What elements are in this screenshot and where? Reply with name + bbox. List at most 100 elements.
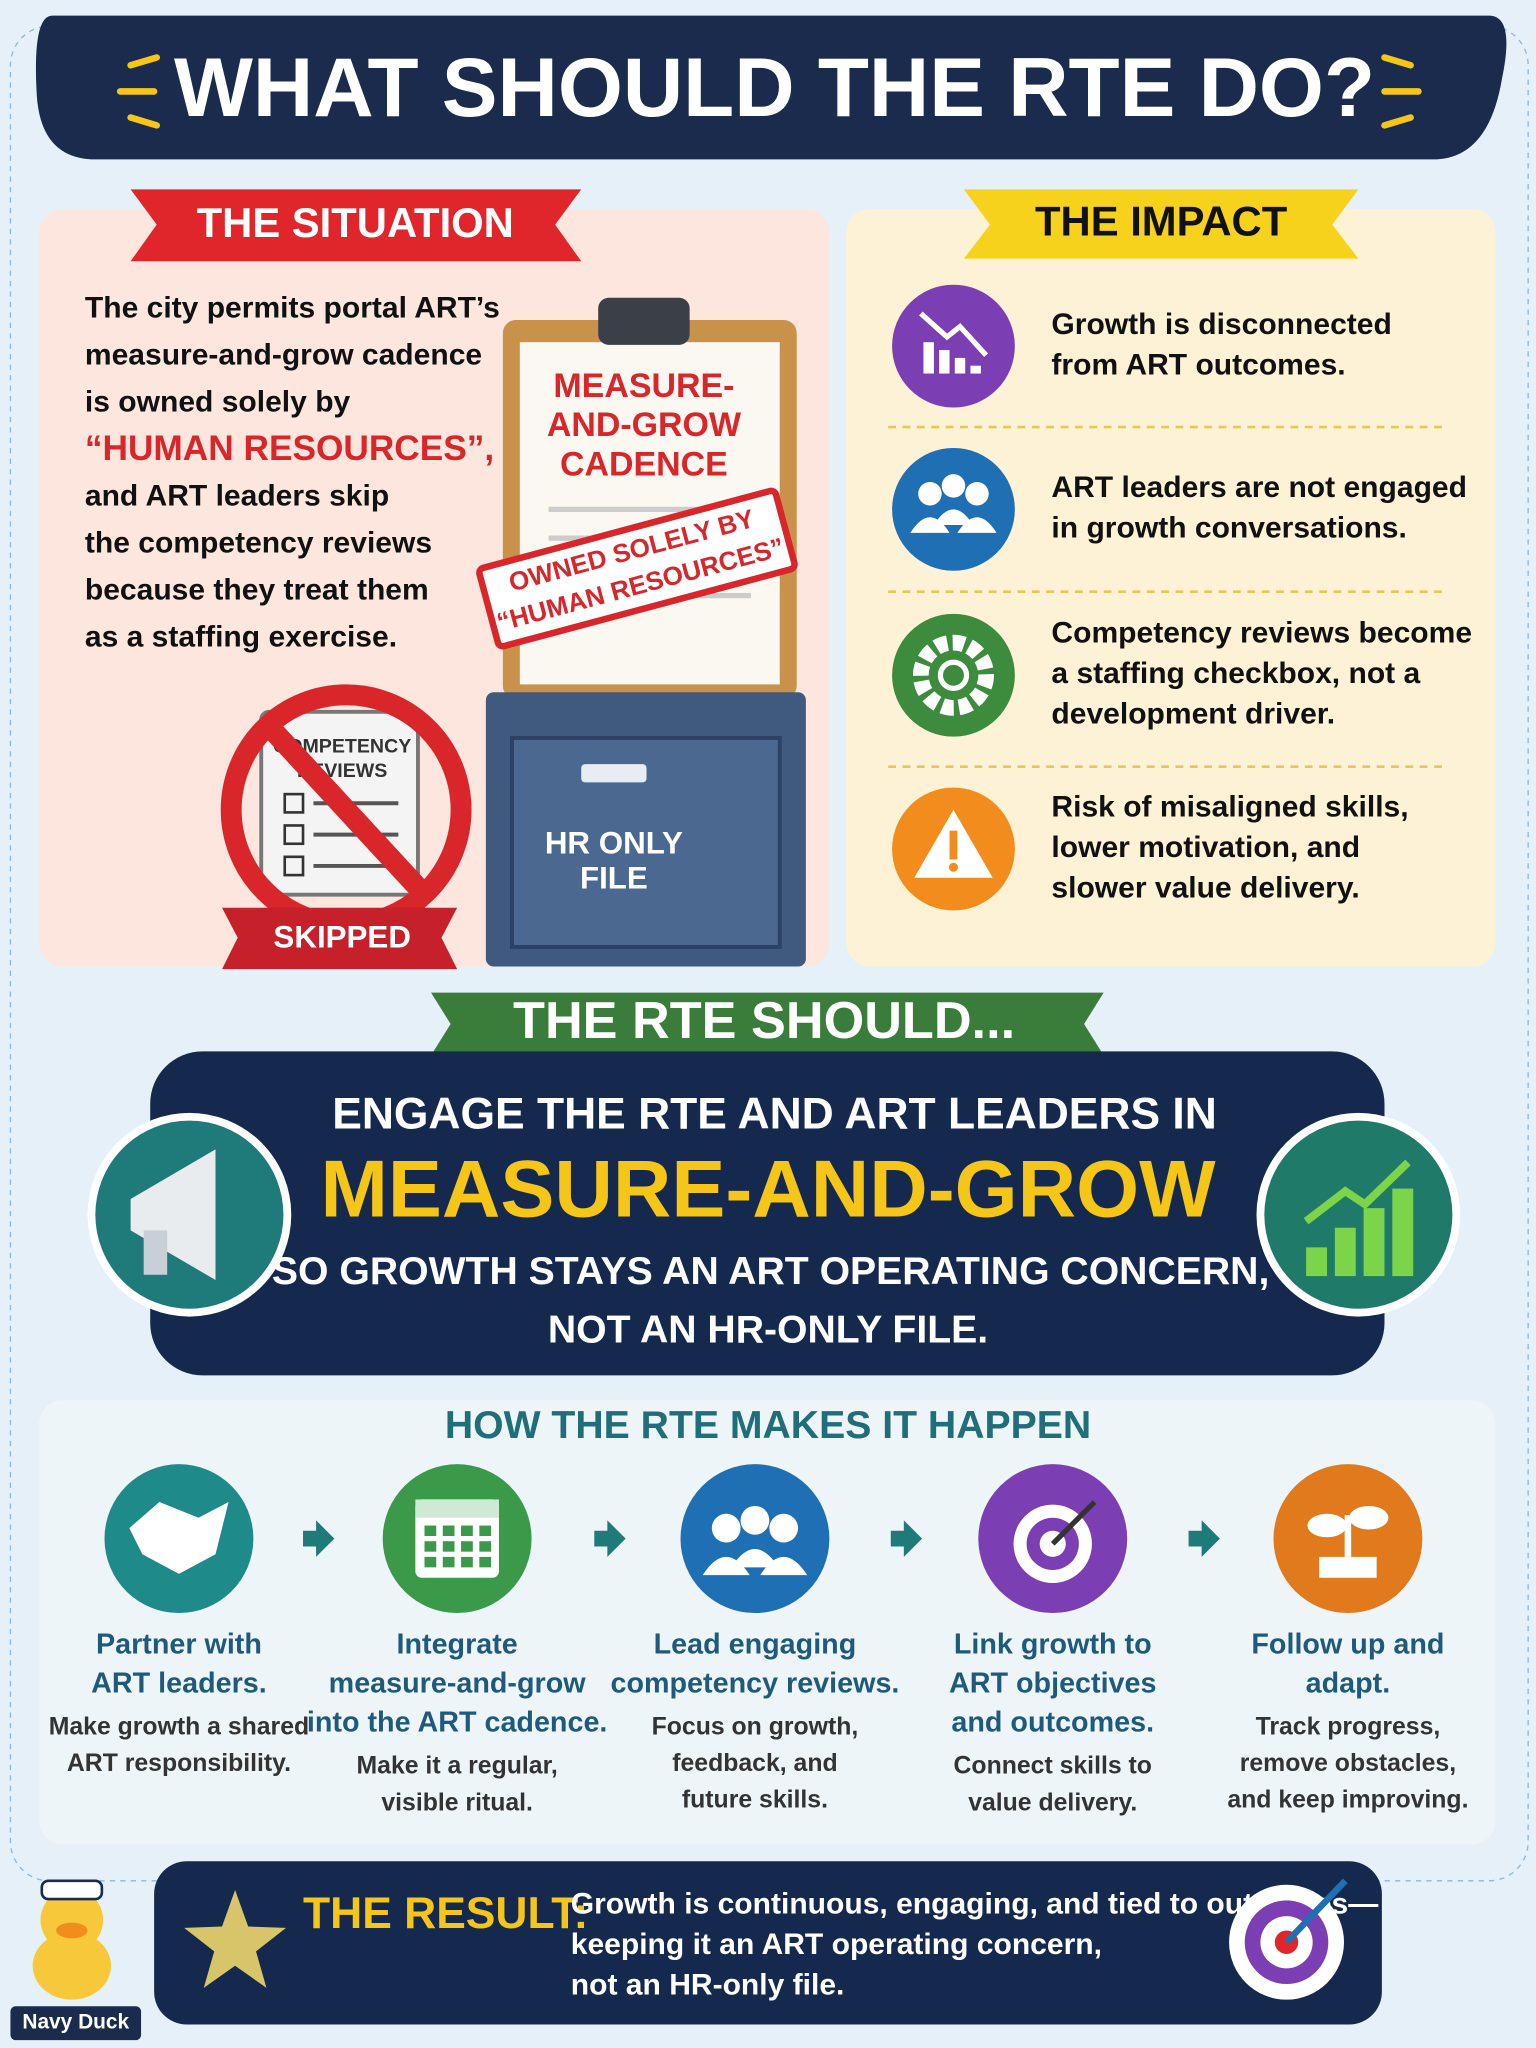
duck-head	[40, 1888, 104, 1952]
skipped-clipboard-text: COMPETENCY	[273, 735, 411, 757]
icon-cell	[461, 1556, 473, 1568]
step-desc: value delivery.	[968, 1789, 1137, 1816]
clipboard-clip	[598, 297, 690, 345]
impact-text: Growth is disconnected	[1051, 308, 1391, 341]
icon-gear	[912, 634, 994, 716]
checkbox	[283, 792, 305, 814]
step-title: ART leaders.	[91, 1667, 267, 1699]
rte-highlight: MEASURE-AND-GROW	[320, 1144, 1216, 1234]
step-title: Link growth to	[954, 1628, 1152, 1660]
step-desc: visible ritual.	[381, 1789, 533, 1816]
chart-bar	[1392, 1188, 1414, 1277]
icon-gear-hole	[937, 659, 970, 691]
impact-text: a staffing checkbox, not a	[1051, 657, 1420, 690]
step-title: adapt.	[1306, 1667, 1391, 1699]
impact-text: Risk of misaligned skills,	[1051, 790, 1408, 823]
icon-dart	[1050, 1500, 1097, 1546]
skipped-label: SKIPPED	[273, 919, 411, 954]
result-text: keeping it an ART operating concern,	[571, 1928, 1102, 1961]
impact-text: Competency reviews become	[1051, 617, 1472, 650]
situation-line: is owned solely by	[85, 386, 351, 419]
step-title: Follow up and	[1251, 1628, 1444, 1660]
title-banner	[35, 15, 1507, 160]
rte-line: SO GROWTH STAYS AN ART OPERATING CONCERN…	[272, 1250, 1269, 1293]
chart-bar	[1306, 1247, 1328, 1277]
step-title: into the ART cadence.	[307, 1707, 608, 1739]
how-heading: HOW THE RTE MAKES IT HAPPEN	[445, 1404, 1091, 1447]
step-icon	[680, 1464, 830, 1614]
chart-arrow	[1303, 1159, 1411, 1225]
clipboard-text: MEASURE-	[553, 367, 734, 405]
situation-line: measure-and-grow cadence	[85, 339, 482, 372]
icon-cell	[461, 1525, 473, 1536]
icon-body	[933, 509, 974, 526]
impact-text: in growth conversations.	[1051, 512, 1406, 545]
cabinet-text: HR ONLY	[545, 825, 683, 860]
impact-text: from ART outcomes.	[1051, 348, 1345, 381]
step-arrow	[594, 1520, 626, 1557]
icon-head	[740, 1505, 770, 1535]
icon-head	[918, 481, 942, 506]
icon-cell	[479, 1556, 492, 1568]
rte-line: ENGAGE THE RTE AND ART LEADERS IN	[332, 1089, 1217, 1138]
icon-cell	[479, 1541, 492, 1552]
rte-banner	[431, 992, 1104, 1056]
chart-bar	[1334, 1227, 1356, 1277]
step-title: Integrate	[396, 1628, 517, 1660]
situation-line: “HUMAN RESOURCES”,	[85, 429, 494, 468]
step-title: competency reviews.	[610, 1667, 899, 1699]
step-desc: ART responsibility.	[67, 1750, 291, 1777]
step-desc: feedback, and	[672, 1750, 837, 1777]
mascot-label: Navy Duck	[22, 2011, 129, 2034]
icon-trend	[919, 311, 989, 358]
impact-text: slower value delivery.	[1051, 871, 1359, 904]
checkbox	[283, 824, 305, 846]
skipped-ribbon	[222, 907, 458, 970]
duck-beak	[56, 1922, 88, 1939]
step-desc: Track progress,	[1256, 1714, 1441, 1741]
title: WHAT SHOULD THE RTE DO?	[174, 40, 1375, 134]
megaphone-handle	[143, 1230, 168, 1275]
icon-cell	[479, 1525, 492, 1536]
step-arrow	[303, 1520, 335, 1557]
icon-head	[965, 481, 989, 506]
step-desc: Focus on growth,	[652, 1714, 859, 1741]
icon-cell	[442, 1556, 455, 1568]
icon-bar	[970, 365, 981, 374]
duck-cap	[40, 1879, 104, 1901]
clipboard-text: AND-GROW	[547, 406, 741, 444]
rte-banner-text: THE RTE SHOULD...	[513, 992, 1015, 1050]
prohibit-slash	[260, 717, 433, 902]
cabinet-text: FILE	[580, 861, 648, 896]
icon-dot	[948, 862, 959, 872]
icon-head	[769, 1513, 799, 1543]
icon-bar	[939, 350, 950, 374]
step-desc: and keep improving.	[1227, 1787, 1468, 1814]
icon-handshake	[129, 1502, 229, 1574]
stamp-box	[476, 487, 798, 650]
checkbox	[283, 855, 305, 877]
icon-cell	[424, 1541, 437, 1552]
step-desc: remove obstacles,	[1240, 1750, 1456, 1777]
impact-heading: THE IMPACT	[1035, 198, 1288, 245]
step-title: Lead engaging	[654, 1628, 857, 1660]
icon-cell	[424, 1525, 437, 1536]
step-title: Partner with	[96, 1628, 262, 1660]
megaphone	[130, 1149, 216, 1280]
step-arrow	[890, 1520, 923, 1557]
icon-mark	[949, 830, 958, 860]
icon-cell	[461, 1541, 473, 1552]
duck-body	[32, 1931, 112, 2000]
impact-text: development driver.	[1051, 698, 1335, 731]
icon-bar	[923, 342, 934, 374]
result-text: not an HR-only file.	[571, 1969, 845, 2002]
impact-ribbon	[963, 189, 1359, 259]
result-dart	[1284, 1878, 1348, 1945]
result-star	[184, 1889, 287, 1988]
impact-icon	[892, 284, 1015, 408]
step-title: and outcomes.	[951, 1707, 1154, 1739]
rte-box	[150, 1051, 1385, 1376]
impact-text: lower motivation, and	[1051, 831, 1360, 864]
